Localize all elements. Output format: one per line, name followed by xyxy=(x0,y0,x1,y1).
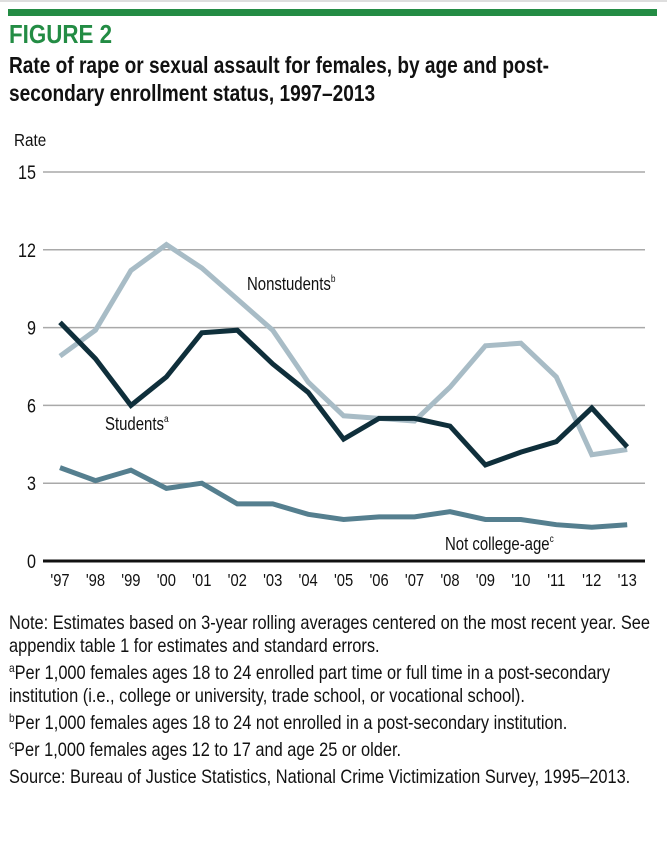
series-label-not-college-age: Not college-agec xyxy=(445,533,554,554)
source-text: Source: Bureau of Justice Statistics, Na… xyxy=(9,766,631,788)
x-tick-label: '11 xyxy=(547,571,565,591)
x-tick-label: '12 xyxy=(582,571,601,591)
x-tick-label: '06 xyxy=(369,571,388,591)
x-tick-label: '01 xyxy=(192,571,211,591)
x-tick-label: '13 xyxy=(618,571,637,591)
x-tick-label: '07 xyxy=(405,571,424,591)
gridlines xyxy=(43,171,645,484)
series-label-nonstudents: Nonstudentsb xyxy=(247,273,335,294)
x-tick-label: '05 xyxy=(334,571,353,591)
x-tick-label: '98 xyxy=(86,571,105,591)
y-tick-labels: 0 3 6 9 12 15 xyxy=(18,162,36,573)
x-tick-labels: '97 '98 '99 '00 '01 '02 '03 '04 '05 '06 '07 '08 '09 '… xyxy=(50,571,636,591)
footnote-a: aPer 1,000 females ages 18 to 24 enrolle… xyxy=(9,661,611,707)
x-tick-label: '04 xyxy=(299,571,318,591)
note-text: Note: Estimates based on 3-year rolling … xyxy=(9,612,650,657)
series-labels: Nonstudentsb Studentsa Not college-agec xyxy=(105,273,554,554)
series-line-students xyxy=(58,320,630,468)
top-rule xyxy=(0,0,667,2)
line-chart: Rate 0 3 6 9 12 15 '97 '98 '99 '00 '01 '02 '03 '04 '0… xyxy=(14,130,645,591)
series-line-not-college-age xyxy=(59,465,628,530)
y-tick-label: 3 xyxy=(27,473,36,495)
y-tick-label: 12 xyxy=(18,240,36,262)
x-tick-label: '02 xyxy=(228,571,247,591)
x-tick-label: '99 xyxy=(121,571,140,591)
y-axis-label: Rate xyxy=(14,130,46,150)
notes-block: Note: Estimates based on 3-year rolling … xyxy=(9,612,664,793)
x-tick-label: '10 xyxy=(511,571,530,591)
series-label-students: Studentsa xyxy=(105,413,169,434)
series-line-nonstudents xyxy=(58,241,628,458)
y-tick-label: 0 xyxy=(27,551,36,573)
chart-title: Rate of rape or sexual assault for femal… xyxy=(9,52,549,106)
y-tick-label: 9 xyxy=(27,317,36,339)
brand-bar xyxy=(8,9,657,16)
x-tick-label: '09 xyxy=(476,571,495,591)
x-tick-label: '97 xyxy=(50,571,69,591)
figure-label: FIGURE 2 xyxy=(9,19,113,49)
y-tick-label: 15 xyxy=(18,162,36,184)
x-tick-label: '08 xyxy=(440,571,459,591)
y-tick-label: 6 xyxy=(27,395,36,417)
footnote-c: cPer 1,000 females ages 12 to 17 and age… xyxy=(9,738,402,761)
x-tick-label: '00 xyxy=(157,571,176,591)
x-tick-label: '03 xyxy=(263,571,282,591)
footnote-b: bPer 1,000 females ages 18 to 24 not enr… xyxy=(9,711,568,734)
series-lines xyxy=(58,241,630,530)
